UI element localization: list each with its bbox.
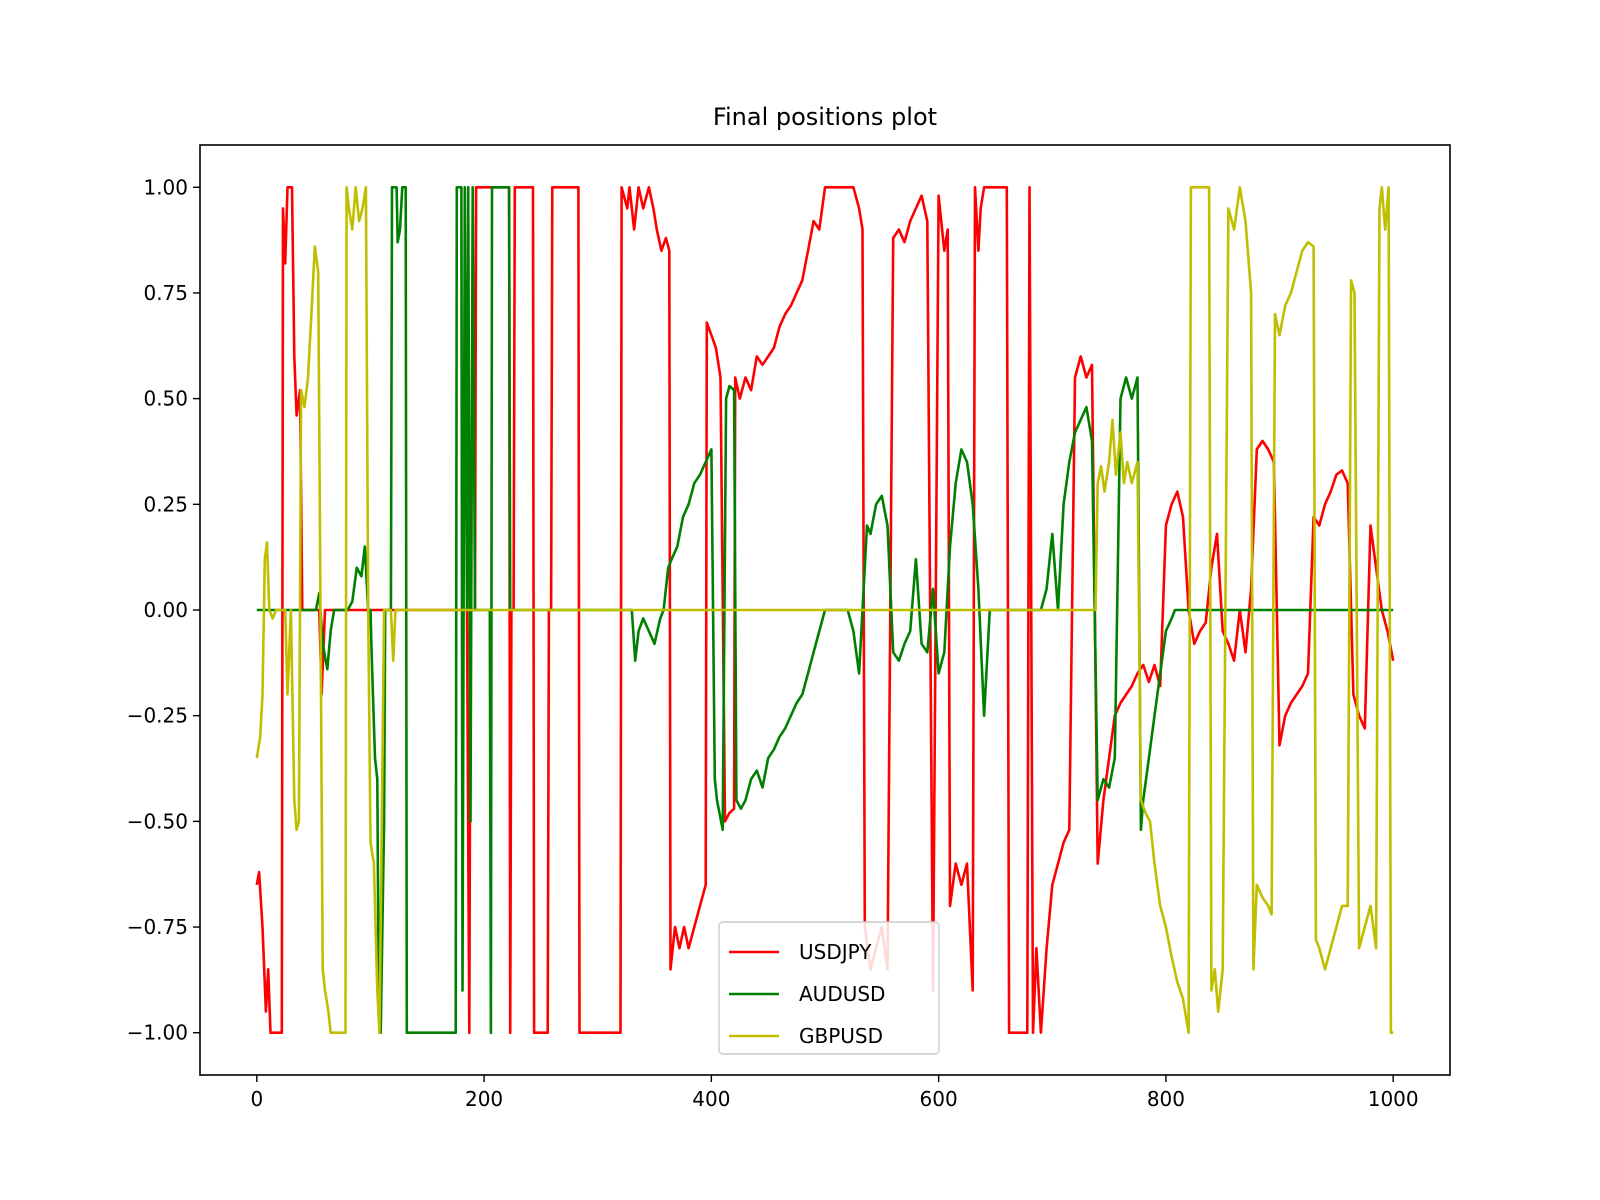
x-tick-label: 200: [465, 1087, 503, 1111]
y-tick-label: −0.75: [127, 915, 188, 939]
x-tick-label: 800: [1147, 1087, 1185, 1111]
x-tick-label: 0: [250, 1087, 263, 1111]
y-tick-label: 0.75: [143, 281, 188, 305]
y-tick-label: −0.25: [127, 704, 188, 728]
legend: USDJPY AUDUSD GBPUSD: [718, 921, 940, 1055]
y-tick-label: 0.00: [143, 598, 188, 622]
x-tick-label: 1000: [1368, 1087, 1419, 1111]
series-line-gbpusd: [255, 186, 1394, 1034]
y-tick-label: 0.50: [143, 387, 188, 411]
x-tick-label: 600: [920, 1087, 958, 1111]
legend-label-audusd: AUDUSD: [799, 982, 885, 1006]
y-axis: −1.00 −0.75 −0.50 −0.25 0.00 0.25 0.50 0.75 1.00: [127, 175, 200, 1045]
y-tick-label: −0.50: [127, 809, 188, 833]
legend-label-gbpusd: GBPUSD: [799, 1024, 883, 1048]
y-tick-label: 1.00: [143, 175, 188, 199]
x-tick-label: 400: [692, 1087, 730, 1111]
legend-box: [718, 921, 940, 1055]
y-tick-label: −1.00: [127, 1021, 188, 1045]
legend-label-usdjpy: USDJPY: [799, 940, 872, 964]
x-axis: 0 200 400 600 800 1000: [250, 1075, 1419, 1111]
y-tick-label: 0.25: [143, 492, 188, 516]
chart-title: Final positions plot: [713, 103, 937, 131]
